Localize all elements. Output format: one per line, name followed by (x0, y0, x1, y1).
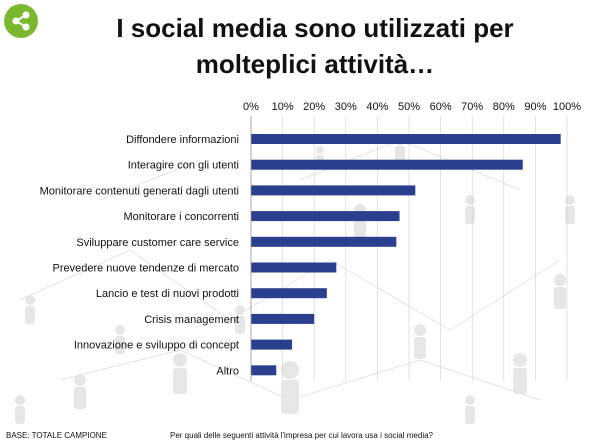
slide-title: I social media sono utilizzati per molte… (60, 10, 570, 82)
bar (251, 339, 293, 350)
category-label: Interagire con gli utenti (128, 160, 239, 172)
category-label: Innovazione e sviluppo di concept (74, 340, 239, 352)
x-tick-label: 60% (430, 101, 452, 113)
bar (251, 365, 277, 376)
bar (251, 262, 337, 273)
question-note: Per quali delle seguenti attività l'impr… (170, 431, 433, 440)
x-tick-label: 90% (524, 101, 546, 113)
category-label: Monitorare i concorrenti (123, 211, 239, 223)
x-tick-label: 30% (335, 101, 357, 113)
bar (251, 211, 400, 222)
bar (251, 313, 315, 324)
title-line-2: molteplici attività… (195, 49, 435, 79)
base-note: BASE: TOTALE CAMPIONE (6, 431, 107, 440)
bar (251, 185, 416, 196)
bar (251, 159, 523, 170)
category-label: Monitorare contenuti generati dagli uten… (40, 185, 239, 197)
title-line-1: I social media sono utilizzati per (116, 13, 514, 43)
bar (251, 288, 327, 299)
share-icon (4, 4, 38, 38)
category-label: Diffondere informazioni (126, 134, 239, 146)
share-badge (4, 4, 38, 38)
x-tick-label: 0% (243, 101, 259, 113)
category-label: Lancio e test di nuovi prodotti (96, 288, 239, 300)
x-tick-label: 50% (398, 101, 420, 113)
bar (251, 236, 397, 247)
category-label: Prevedere nuove tendenze di mercato (52, 263, 239, 275)
x-tick-label: 80% (493, 101, 515, 113)
x-tick-label: 40% (366, 101, 388, 113)
x-tick-label: 100% (553, 101, 581, 113)
x-tick-label: 70% (461, 101, 483, 113)
category-label: Crisis management (144, 314, 239, 326)
category-label: Altro (216, 365, 239, 377)
category-label: Sviluppare customer care service (76, 237, 239, 249)
bar (251, 134, 561, 144)
x-tick-label: 10% (272, 101, 294, 113)
x-tick-label: 20% (303, 101, 325, 113)
